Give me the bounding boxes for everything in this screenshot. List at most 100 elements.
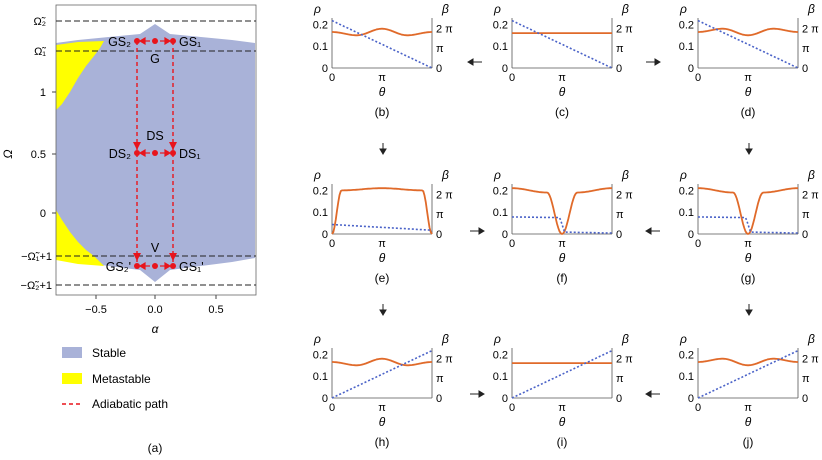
arrow-d-to-g-head — [745, 148, 753, 155]
rho-tick-label: 0.1 — [313, 207, 328, 219]
rho-curve — [698, 187, 798, 236]
legend-label-stable: Stable — [92, 346, 126, 360]
theta-tick-label: 0 — [695, 72, 701, 84]
label-G: G — [150, 52, 160, 66]
label-GS2p: GS₂' — [106, 260, 131, 274]
arrow-b-to-e-head — [379, 148, 387, 155]
theta-axis-label: θ — [379, 251, 386, 265]
point-GS1 — [170, 38, 176, 44]
caption-a: (a) — [148, 441, 163, 455]
split-arrowhead — [164, 148, 172, 158]
theta-tick-label: 0 — [509, 72, 515, 84]
theta-tick-label: 0 — [695, 238, 701, 250]
rho-tick-label: 0 — [502, 393, 508, 405]
phase-diagram: 1 0.5 0 Ω̃₂ Ω̃₁ −Ω̃₁+1 −Ω̃₂+1 −0.5 0.0 0… — [1, 4, 257, 336]
rho-tick-label: 0 — [322, 393, 328, 405]
arrow-g-to-j-head — [745, 309, 753, 316]
x-axis-label: α — [152, 322, 160, 336]
beta-tick-label: 2 π — [616, 189, 633, 201]
beta-curve — [697, 349, 799, 399]
theta-axis-label: θ — [379, 85, 386, 99]
theta-tick-label: 0 — [509, 402, 515, 414]
beta-tick-label: 2 π — [616, 353, 633, 365]
rho-curve — [698, 357, 798, 367]
rho-axis-label: ρ — [679, 332, 687, 346]
legend: Stable Metastable Adiabatic path — [62, 346, 168, 411]
rho-tick-label: 0.2 — [313, 19, 328, 31]
rho-tick-label: 0 — [322, 229, 328, 241]
rho-tick-label: 0.2 — [493, 19, 508, 31]
guide-label-omega2: Ω̃₂ — [34, 16, 47, 28]
rho-tick-label: 0.2 — [313, 349, 328, 361]
theta-axis-label: θ — [745, 415, 752, 429]
path-arrow-down — [169, 142, 177, 150]
metastable-region-bottom — [56, 210, 104, 266]
rho-tick-label: 0.1 — [493, 207, 508, 219]
label-GS1: GS₁ — [179, 35, 201, 49]
beta-tick-label: 0 — [616, 63, 622, 75]
beta-tick-label: π — [802, 209, 810, 221]
beta-tick-label: 2 π — [802, 23, 819, 35]
beta-tick-label: π — [616, 43, 624, 55]
label-V: V — [151, 241, 160, 255]
panel-arrows — [379, 58, 753, 398]
beta-tick-label: 0 — [802, 229, 808, 241]
point-V — [152, 263, 158, 269]
beta-tick-label: 2 π — [616, 23, 633, 35]
theta-tick-label: π — [558, 402, 566, 414]
panel-caption: (g) — [741, 271, 756, 285]
beta-tick-label: π — [802, 43, 810, 55]
path-arrow-down — [133, 253, 141, 261]
beta-axis-label: β — [441, 168, 449, 182]
beta-curve — [331, 19, 433, 69]
rho-curve — [512, 187, 612, 236]
theta-tick-label: π — [378, 72, 386, 84]
rho-axis-label: ρ — [493, 2, 501, 16]
beta-tick-label: 2 π — [436, 189, 453, 201]
beta-axis-label: β — [621, 332, 629, 346]
legend-swatch-metastable — [62, 373, 82, 384]
rho-tick-label: 0 — [502, 63, 508, 75]
point-G — [152, 38, 158, 44]
rho-axis-label: ρ — [313, 332, 321, 346]
label-DS1: DS₁ — [179, 147, 201, 161]
theta-axis-label: θ — [379, 415, 386, 429]
beta-axis-label: β — [807, 2, 815, 16]
point-DS — [152, 150, 158, 156]
rho-tick-label: 0.2 — [679, 185, 694, 197]
rho-tick-label: 0 — [688, 229, 694, 241]
rho-axis-label: ρ — [313, 168, 321, 182]
beta-tick-label: 0 — [616, 393, 622, 405]
beta-tick-label: π — [436, 209, 444, 221]
panel-caption: (j) — [743, 435, 754, 449]
split-arrowhead — [138, 261, 146, 271]
theta-axis-label: θ — [745, 251, 752, 265]
arrow-j-to-i-head — [645, 390, 652, 398]
y-axis-label: Ω — [1, 149, 15, 158]
theta-tick-label: π — [744, 402, 752, 414]
beta-axis-label: β — [441, 332, 449, 346]
beta-tick-label: 0 — [436, 63, 442, 75]
panel-caption: (b) — [375, 105, 390, 119]
arrow-c-to-b-head — [467, 58, 474, 66]
x-tick-label: −0.5 — [85, 304, 107, 316]
theta-tick-label: π — [558, 238, 566, 250]
theta-tick-label: 0 — [329, 238, 335, 250]
rho-axis-label: ρ — [679, 168, 687, 182]
panel-caption: (h) — [375, 435, 390, 449]
point-GS2p — [134, 263, 140, 269]
theta-tick-label: π — [744, 238, 752, 250]
beta-tick-label: π — [436, 43, 444, 55]
rho-curve — [332, 27, 432, 37]
theta-axis-label: θ — [559, 251, 566, 265]
rho-tick-label: 0 — [502, 229, 508, 241]
point-GS1p — [170, 263, 176, 269]
rho-axis-label: ρ — [493, 168, 501, 182]
arrow-h-to-i-head — [478, 390, 485, 398]
theta-tick-label: 0 — [329, 402, 335, 414]
label-GS1p: GS₁' — [179, 260, 204, 274]
beta-axis-label: β — [807, 332, 815, 346]
beta-tick-label: 0 — [616, 229, 622, 241]
rho-curve — [331, 187, 433, 235]
